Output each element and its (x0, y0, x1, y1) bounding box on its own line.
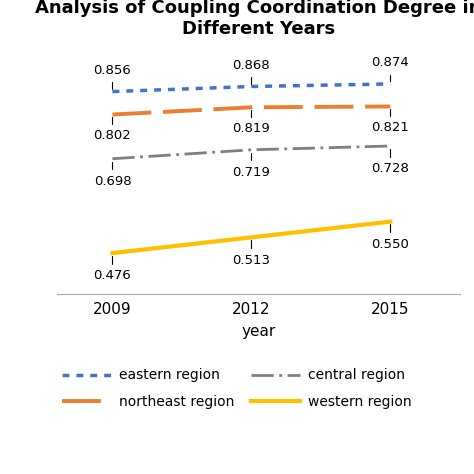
Text: 0.476: 0.476 (93, 256, 131, 282)
Text: 0.874: 0.874 (372, 56, 409, 81)
Text: 0.513: 0.513 (232, 240, 270, 266)
Legend: eastern region, northeast region, central region, western region: eastern region, northeast region, centra… (57, 363, 417, 414)
Text: 0.698: 0.698 (94, 162, 131, 188)
Text: 0.728: 0.728 (371, 149, 409, 175)
Text: 0.802: 0.802 (93, 118, 131, 142)
Text: 0.550: 0.550 (371, 224, 409, 251)
Title: Analysis of Coupling Coordination Degree in
Different Years: Analysis of Coupling Coordination Degree… (35, 0, 474, 37)
Text: 0.819: 0.819 (233, 110, 270, 135)
Text: 0.868: 0.868 (233, 59, 270, 84)
Text: 0.821: 0.821 (371, 109, 409, 134)
Text: 0.719: 0.719 (232, 153, 270, 179)
Text: 0.856: 0.856 (93, 64, 131, 89)
X-axis label: year: year (241, 324, 275, 339)
